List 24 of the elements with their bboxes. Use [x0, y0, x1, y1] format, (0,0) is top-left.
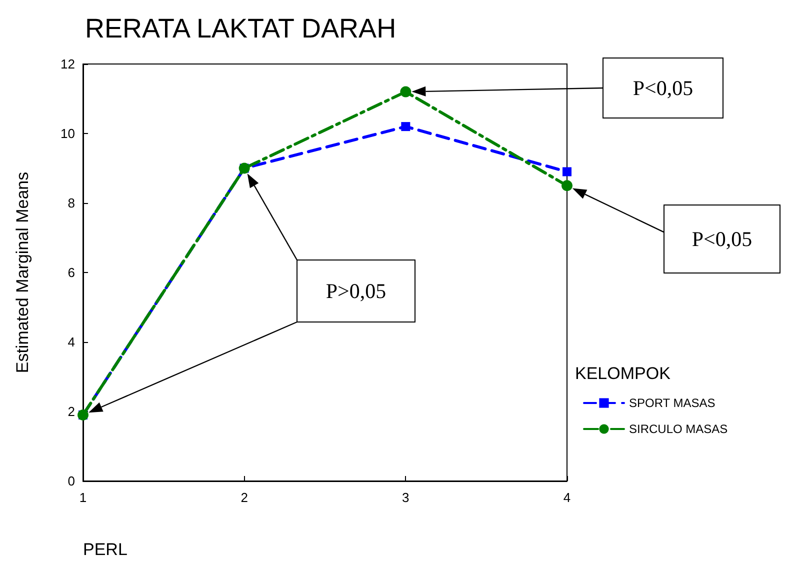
x-tick-label: 3	[402, 490, 410, 505]
y-tick-label: 12	[60, 56, 75, 72]
chart-title: RERATA LAKTAT DARAH	[85, 14, 396, 44]
point	[562, 180, 572, 192]
point	[400, 86, 412, 98]
text: P<0,05	[632, 76, 694, 100]
x-tick-label: 2	[240, 490, 248, 505]
text: P<0,05	[692, 227, 752, 251]
y-tick-label: 0	[68, 474, 75, 488]
x-tick-label: 1	[79, 490, 87, 505]
legend-label: SIRCULO MASAS	[629, 422, 728, 436]
annotation: P>0,05	[326, 279, 386, 303]
legend-title: KELOMPOK	[575, 364, 672, 383]
y-tick-label: 4	[68, 334, 75, 350]
y-tick-label: 2	[68, 404, 75, 419]
point	[562, 167, 572, 176]
x-axis-title: PERL	[83, 540, 128, 559]
y-tick-label: 10	[60, 126, 75, 141]
x-tick-label: 4	[563, 490, 571, 505]
y-tick-label: 8	[68, 196, 75, 210]
legend-label: SPORT MASAS	[629, 396, 716, 410]
y-axis-title: Estimated Marginal Means	[13, 172, 32, 374]
point	[401, 122, 410, 132]
y-tick-label: 6	[68, 265, 75, 280]
